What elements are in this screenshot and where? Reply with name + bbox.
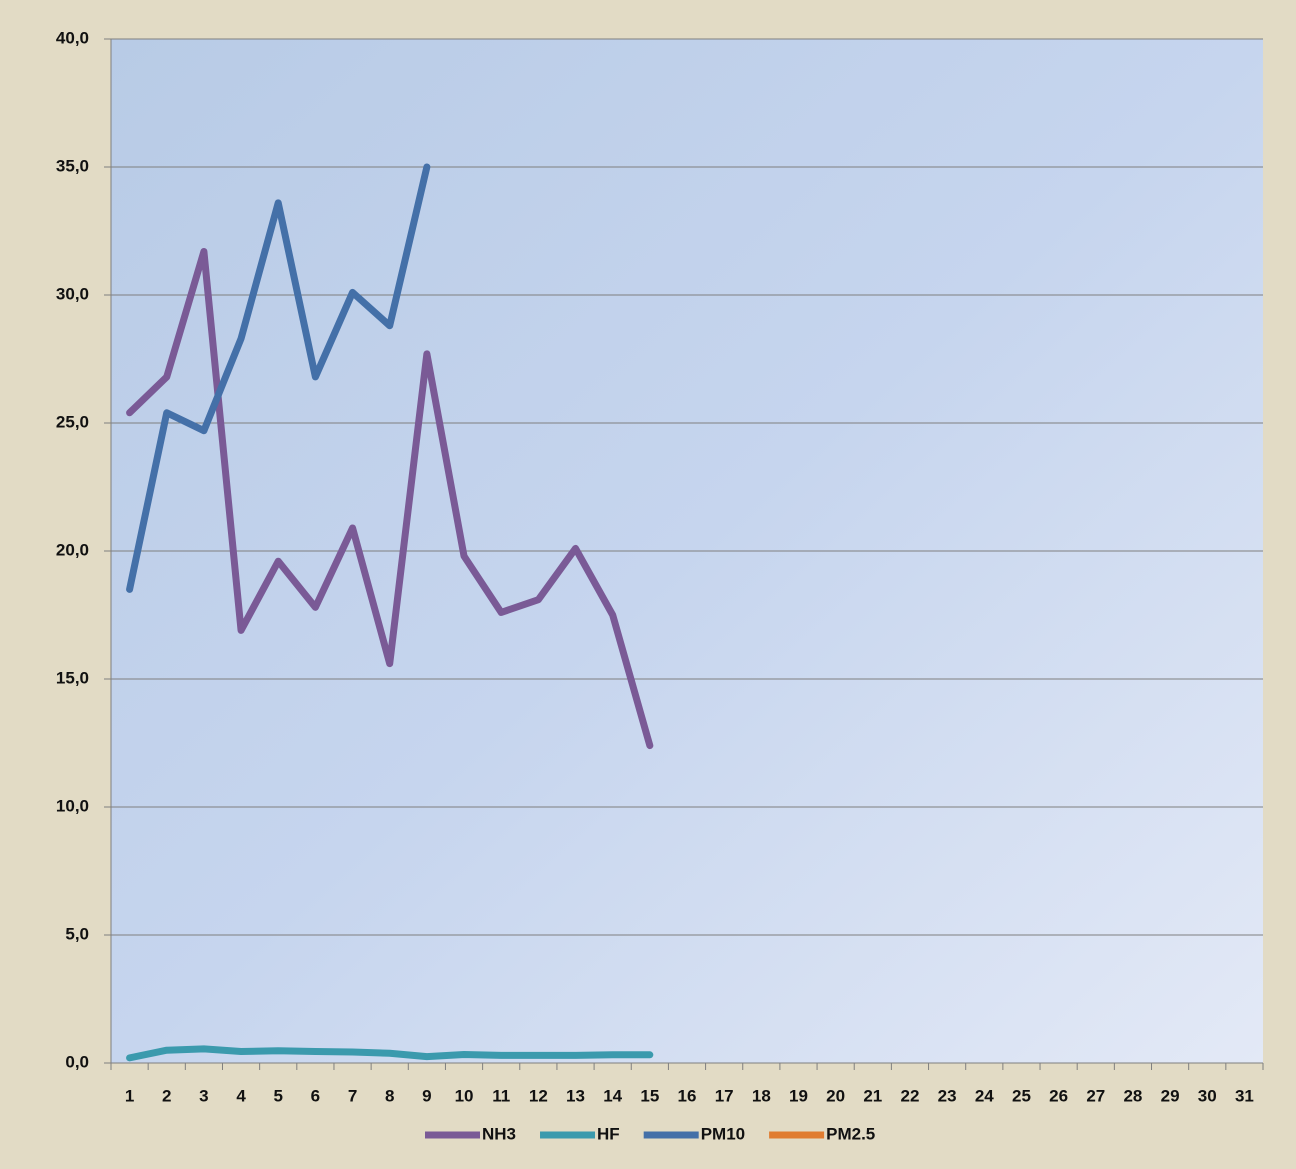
y-tick-label: 10,0 bbox=[56, 796, 89, 815]
x-tick-label: 2 bbox=[162, 1086, 171, 1105]
y-tick-label: 25,0 bbox=[56, 412, 89, 431]
y-tick-label: 0,0 bbox=[65, 1052, 89, 1071]
x-tick-label: 30 bbox=[1198, 1086, 1217, 1105]
x-tick-label: 10 bbox=[455, 1086, 474, 1105]
x-tick-label: 20 bbox=[826, 1086, 845, 1105]
series-line bbox=[126, 247, 654, 750]
x-tick-label: 8 bbox=[385, 1086, 394, 1105]
y-tick-label: 5,0 bbox=[65, 924, 89, 943]
legend-label: PM10 bbox=[701, 1124, 745, 1143]
x-tick-label: 11 bbox=[492, 1086, 510, 1105]
legend-label: HF bbox=[597, 1124, 620, 1143]
x-tick-label: 25 bbox=[1012, 1086, 1031, 1105]
legend-label: PM2.5 bbox=[826, 1124, 875, 1143]
x-tick-label: 27 bbox=[1086, 1086, 1105, 1105]
series-line bbox=[126, 1045, 654, 1062]
x-tick-label: 17 bbox=[715, 1086, 734, 1105]
x-tick-label: 16 bbox=[678, 1086, 697, 1105]
x-tick-label: 28 bbox=[1123, 1086, 1142, 1105]
x-tick-label: 15 bbox=[640, 1086, 659, 1105]
y-tick-label: 15,0 bbox=[56, 668, 89, 687]
series-line bbox=[126, 163, 431, 593]
x-tick-label: 7 bbox=[348, 1086, 357, 1105]
x-tick-label: 22 bbox=[901, 1086, 920, 1105]
x-tick-label: 3 bbox=[199, 1086, 208, 1105]
x-tick-label: 24 bbox=[975, 1086, 994, 1105]
x-tick-label: 18 bbox=[752, 1086, 771, 1105]
legend-label: NH3 bbox=[482, 1124, 516, 1143]
y-tick-label: 40,0 bbox=[56, 28, 89, 47]
x-tick-label: 9 bbox=[422, 1086, 431, 1105]
x-tick-label: 1 bbox=[125, 1086, 134, 1105]
x-tick-label: 6 bbox=[311, 1086, 320, 1105]
x-tick-label: 31 bbox=[1235, 1086, 1254, 1105]
x-tick-label: 12 bbox=[529, 1086, 548, 1105]
x-tick-label: 29 bbox=[1161, 1086, 1180, 1105]
y-tick-label: 30,0 bbox=[56, 284, 89, 303]
x-tick-label: 21 bbox=[863, 1086, 882, 1105]
x-tick-label: 5 bbox=[273, 1086, 282, 1105]
x-tick-label: 14 bbox=[603, 1086, 622, 1105]
x-tick-label: 23 bbox=[938, 1086, 957, 1105]
y-tick-label: 35,0 bbox=[56, 156, 89, 175]
x-tick-label: 19 bbox=[789, 1086, 808, 1105]
x-tick-label: 26 bbox=[1049, 1086, 1068, 1105]
x-tick-label: 4 bbox=[236, 1086, 246, 1105]
y-tick-label: 20,0 bbox=[56, 540, 89, 559]
x-tick-label: 13 bbox=[566, 1086, 585, 1105]
